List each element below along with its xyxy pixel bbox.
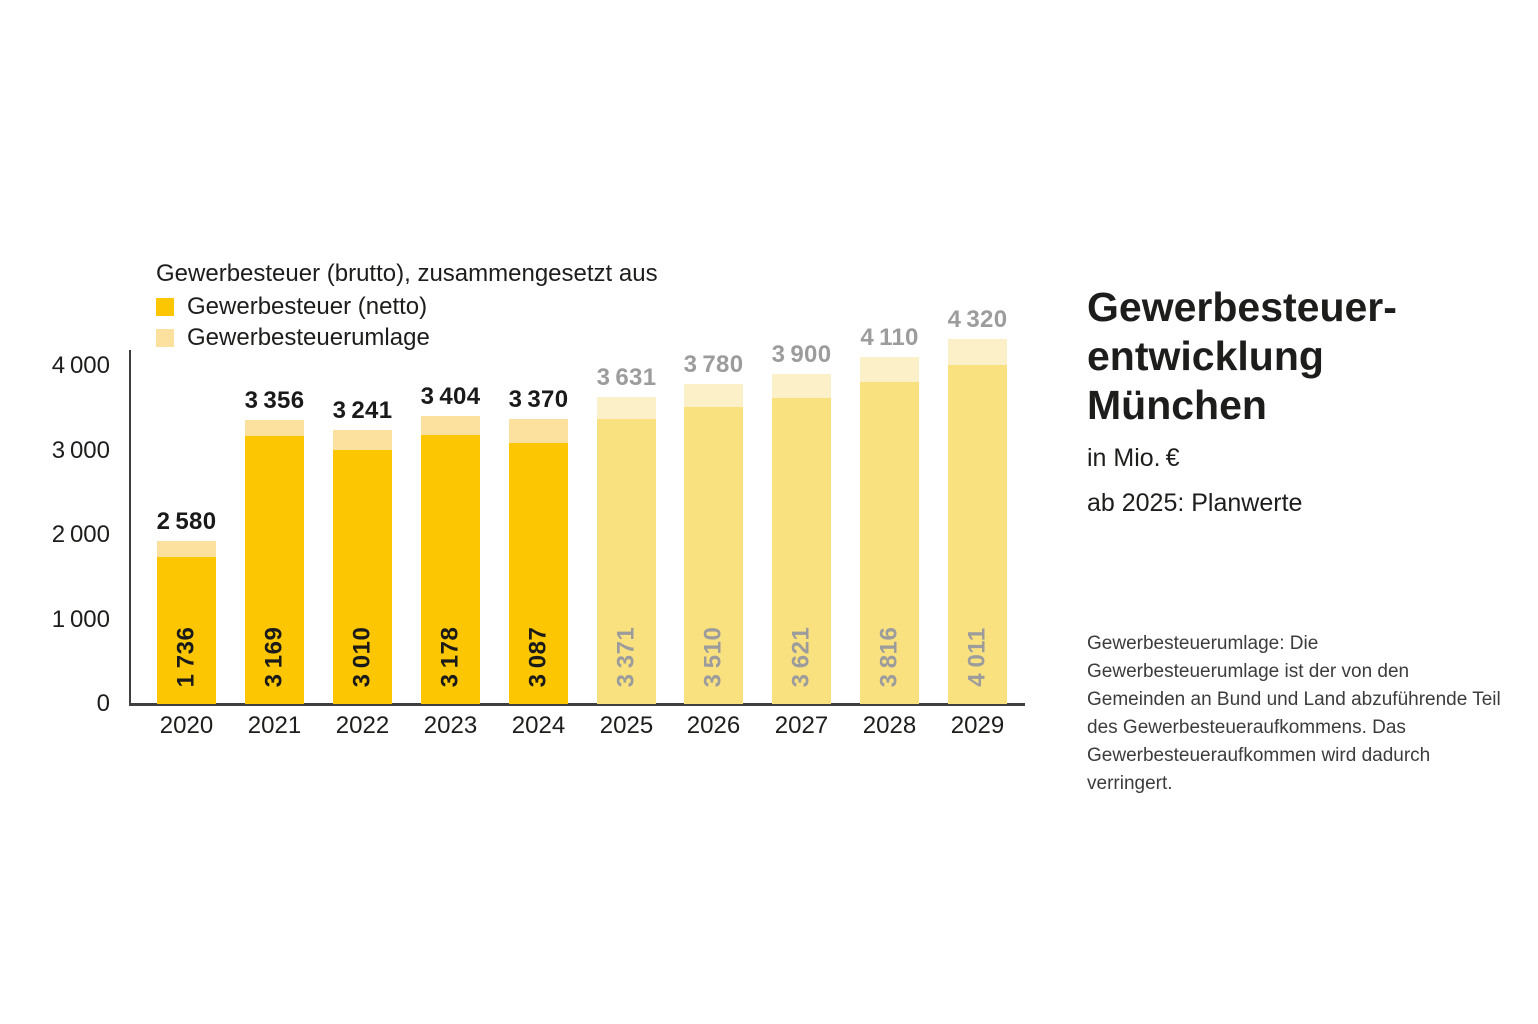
bar-netto-segment: 3 816 xyxy=(860,382,919,704)
bar-umlage-segment xyxy=(157,541,216,557)
bar-total-label: 4 110 xyxy=(860,324,919,351)
legend-label-netto: Gewerbesteuer (netto) xyxy=(187,293,428,320)
legend-title: Gewerbesteuer (brutto), zusammengesetzt … xyxy=(156,260,658,287)
x-axis-label: 2024 xyxy=(511,712,566,739)
bar-netto-value-label: 3 816 xyxy=(875,626,903,688)
bar-total-label: 4 320 xyxy=(947,306,1008,333)
legend-swatch-umlage-icon xyxy=(156,329,174,347)
page-title: Gewerbesteuer- entwicklung München xyxy=(1087,283,1397,430)
bar-total-label: 3 780 xyxy=(683,351,744,378)
bar-netto-value-label: 3 371 xyxy=(612,626,640,688)
bar-netto-segment: 4 011 xyxy=(948,365,1007,704)
bar-netto-segment: 3 621 xyxy=(772,398,831,704)
bar-netto-segment: 3 087 xyxy=(509,443,568,704)
footnote-text: Gewerbesteuerumlage: Die Gewerbesteuerum… xyxy=(1087,633,1501,794)
y-axis-tick-label: 3 000 xyxy=(51,436,110,464)
bar-netto-segment: 3 510 xyxy=(684,407,743,704)
y-axis-tick-label: 4 000 xyxy=(51,352,110,379)
x-axis-label: 2028 xyxy=(862,712,917,739)
page-title-line-2: entwicklung xyxy=(1087,333,1324,379)
bar-netto-value-label: 3 621 xyxy=(787,626,815,688)
x-axis-label: 2021 xyxy=(247,712,302,739)
bar-netto-segment: 3 169 xyxy=(245,436,304,704)
bar-netto-value-label: 3 178 xyxy=(436,626,464,688)
legend-item-netto: Gewerbesteuer (netto) xyxy=(156,295,658,319)
bar-umlage-segment xyxy=(684,384,743,407)
bar-umlage-segment xyxy=(333,430,392,450)
y-axis-tick-label: 2 000 xyxy=(51,521,110,548)
bar-umlage-segment xyxy=(772,374,831,398)
bar-netto-segment: 3 178 xyxy=(421,435,480,704)
legend-item-umlage: Gewerbesteuerumlage xyxy=(156,326,658,350)
bar-umlage-segment xyxy=(597,397,656,419)
x-axis-label: 2022 xyxy=(335,712,390,739)
x-axis-label: 2025 xyxy=(599,712,654,739)
bar-total-label: 3 900 xyxy=(771,341,832,368)
page-title-line-3: München xyxy=(1087,382,1267,428)
bar-netto-value-label: 4 011 xyxy=(963,627,991,687)
plan-values-note: ab 2025: Planwerte xyxy=(1087,489,1303,517)
chart-legend: Gewerbesteuer (brutto), zusammengesetzt … xyxy=(156,259,658,350)
bar-total-label: 3 241 xyxy=(332,397,393,424)
bar-netto-value-label: 3 510 xyxy=(699,626,727,688)
bar-netto-value-label: 3 169 xyxy=(260,626,288,688)
bar-umlage-segment xyxy=(421,416,480,435)
x-axis-label: 2029 xyxy=(950,712,1005,739)
bar-umlage-segment xyxy=(509,419,568,443)
unit-label: in Mio. € xyxy=(1087,444,1180,472)
legend-swatch-netto-icon xyxy=(156,298,174,316)
y-axis-tick-label: 1 000 xyxy=(51,605,110,633)
bar-netto-value-label: 3 010 xyxy=(348,626,376,688)
bar-total-label: 3 631 xyxy=(596,364,657,391)
bar-netto-segment: 3 371 xyxy=(597,419,656,704)
page-title-line-1: Gewerbesteuer- xyxy=(1087,284,1397,330)
y-axis-tick-label: 0 xyxy=(96,690,110,717)
bar-umlage-segment xyxy=(245,420,304,436)
x-axis-line xyxy=(129,703,1025,706)
bar-total-label: 2 580 xyxy=(156,508,217,535)
x-axis-label: 2023 xyxy=(423,712,478,739)
bar-total-label: 3 370 xyxy=(508,386,569,413)
bar-total-label: 3 404 xyxy=(420,383,481,410)
x-axis-label: 2020 xyxy=(159,712,214,739)
bar-netto-segment: 3 010 xyxy=(333,450,392,704)
bar-netto-value-label: 3 087 xyxy=(524,626,552,688)
bar-umlage-segment xyxy=(860,357,919,382)
x-axis-label: 2027 xyxy=(774,712,829,739)
bar-total-label: 3 356 xyxy=(244,387,305,414)
y-axis-line xyxy=(129,350,131,705)
bar-netto-segment: 1 736 xyxy=(157,557,216,704)
legend-label-umlage: Gewerbesteuerumlage xyxy=(187,324,430,351)
x-axis-label: 2026 xyxy=(686,712,741,739)
bar-umlage-segment xyxy=(948,339,1007,365)
bar-netto-value-label: 1 736 xyxy=(172,626,200,688)
